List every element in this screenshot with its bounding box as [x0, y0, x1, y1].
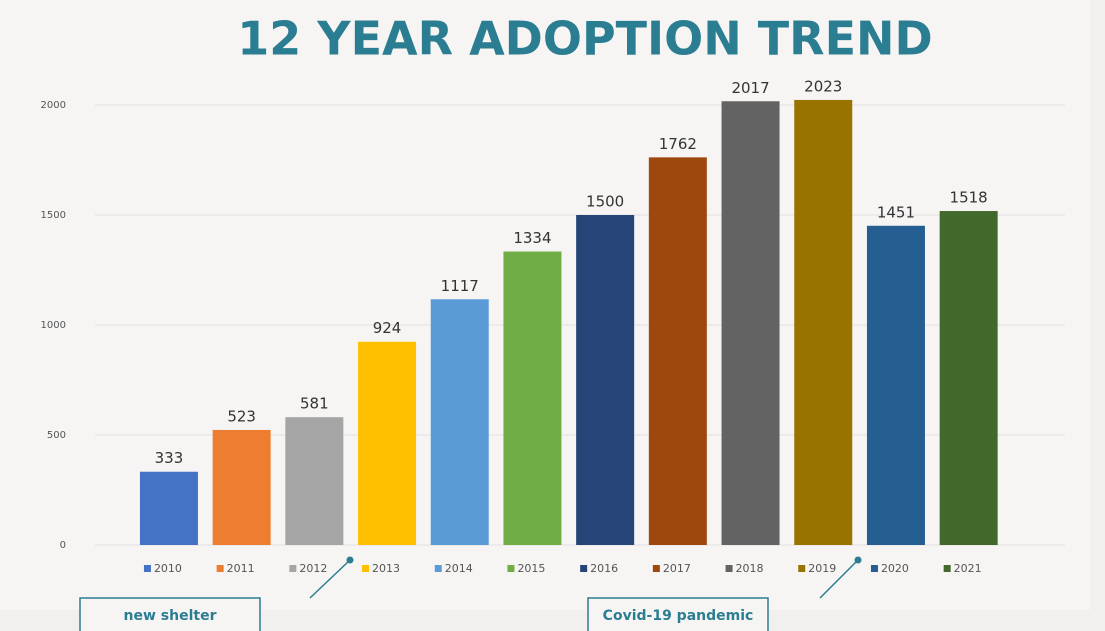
legend-label: 2014	[445, 562, 473, 575]
annotation-dot	[854, 556, 862, 564]
legend-label: 2017	[663, 562, 691, 575]
annotation-line	[819, 559, 859, 599]
legend-label: 2020	[881, 562, 909, 575]
bar	[794, 99, 853, 545]
legend-label: 2011	[227, 562, 255, 575]
bar	[648, 157, 707, 546]
legend-label: 2021	[954, 562, 982, 575]
value-label: 924	[373, 319, 402, 337]
legend-swatch	[870, 565, 878, 572]
legend-swatch	[652, 565, 660, 572]
bar	[721, 101, 780, 545]
bar	[430, 299, 489, 545]
value-label: 1334	[513, 229, 551, 247]
legend-swatch	[434, 565, 442, 572]
value-label: 581	[300, 395, 329, 413]
bar	[139, 471, 198, 545]
y-tick-label: 0	[60, 540, 66, 551]
bar	[358, 341, 417, 545]
annotation-dot	[346, 556, 354, 564]
bar	[503, 251, 562, 545]
annotation-box	[587, 597, 769, 631]
bar	[212, 429, 271, 545]
legend-label: 2019	[808, 562, 836, 575]
y-tick-label: 1500	[41, 210, 66, 221]
value-label: 2023	[804, 77, 842, 95]
y-tick-label: 500	[47, 430, 66, 441]
value-label: 1518	[950, 189, 988, 207]
annotation-box	[79, 597, 261, 631]
legend-swatch	[580, 565, 588, 572]
value-label: 1762	[659, 135, 697, 153]
legend-swatch	[289, 565, 297, 572]
bar	[285, 417, 344, 545]
legend-label: 2013	[372, 562, 400, 575]
y-tick-label: 2000	[41, 100, 66, 111]
value-label: 2017	[731, 79, 769, 97]
bar	[939, 211, 998, 546]
legend-swatch	[798, 565, 806, 572]
value-label: 1117	[441, 277, 479, 295]
value-label: 523	[227, 407, 256, 425]
legend-label: 2018	[736, 562, 764, 575]
chart-title: 12 YEAR ADOPTION TREND	[237, 12, 932, 66]
legend-swatch	[943, 565, 951, 572]
legend-label: 2015	[517, 562, 545, 575]
annotation: new shelter	[124, 608, 217, 624]
annotation-line	[309, 559, 351, 599]
value-label: 1451	[877, 203, 915, 221]
value-label: 1500	[586, 193, 624, 211]
annotation: Covid-19 pandemic	[603, 608, 754, 624]
legend-swatch	[725, 565, 733, 572]
bar	[576, 215, 635, 545]
legend-swatch	[143, 565, 151, 572]
legend-swatch	[216, 565, 224, 572]
legend-label: 2016	[590, 562, 618, 575]
legend-swatch	[362, 565, 370, 572]
legend-label: 2012	[299, 562, 327, 575]
value-label: 333	[155, 449, 184, 467]
legend-label: 2010	[154, 562, 182, 575]
y-tick-label: 1000	[41, 320, 66, 331]
bar	[866, 225, 925, 545]
legend-swatch	[507, 565, 515, 572]
